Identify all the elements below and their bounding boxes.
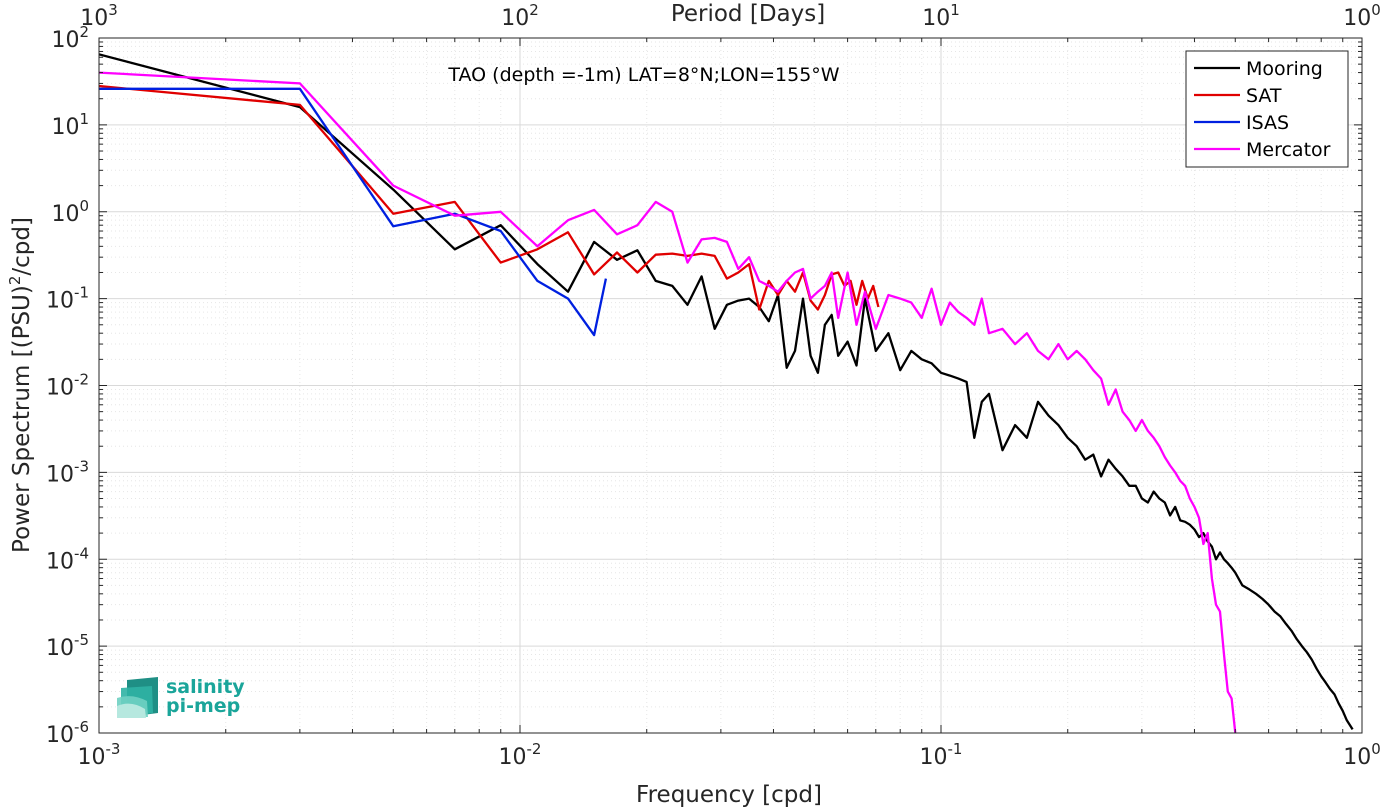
top-tick-label-exponent: 0 (1371, 1, 1381, 19)
y-tick-label-base: 10 (51, 202, 79, 227)
top-tick-label-base: 10 (922, 6, 950, 31)
y-axis-label-suffix: /cpd] (9, 217, 35, 276)
y-tick-label-exponent: -5 (74, 631, 89, 649)
y-tick-label-base: 10 (46, 289, 74, 314)
series-line-mooring (99, 53, 1354, 731)
y-tick-label-base: 10 (51, 28, 79, 53)
series-line-mercator (99, 71, 1237, 733)
legend-label-isas: ISAS (1246, 112, 1289, 134)
top-tick-label-base: 10 (80, 6, 108, 31)
x-tick-label-base: 10 (1343, 745, 1371, 770)
legend-label-sat: SAT (1246, 85, 1282, 107)
top-tick-label: 102 (501, 1, 539, 31)
top-tick-label-exponent: 2 (529, 1, 539, 19)
x-tick-label-base: 10 (499, 745, 527, 770)
x-axis-label: Frequency [cpd] (636, 782, 822, 808)
x-tick-label-exponent: -3 (106, 740, 121, 758)
y-tick-label: 100 (51, 197, 89, 227)
top-tick-label-base: 10 (1343, 6, 1371, 31)
x-tick-label-base: 10 (78, 745, 106, 770)
top-tick-label: 101 (922, 1, 960, 31)
top-tick-label: 100 (1343, 1, 1381, 31)
x-tick-label: 10-1 (920, 740, 963, 770)
y-tick-label-base: 10 (46, 549, 74, 574)
top-tick-label-exponent: 1 (950, 1, 960, 19)
y-tick-label: 10-6 (46, 718, 89, 748)
legend-box (1185, 50, 1349, 168)
top-axis-label: Period [Days] (671, 1, 825, 27)
series-lines (99, 53, 1354, 733)
y-tick-label-exponent: 2 (79, 23, 89, 41)
grid-lines (98, 38, 1362, 734)
y-tick-label-exponent: 0 (79, 197, 89, 215)
tick-marks (98, 37, 1363, 734)
y-tick-label-exponent: -4 (74, 544, 89, 562)
top-tick-label-base: 10 (501, 6, 529, 31)
legend: Mooring SAT ISAS Mercator (1185, 50, 1349, 168)
y-axis-label-exponent: 2 (6, 276, 24, 286)
logo-waves-icon (117, 677, 158, 718)
y-tick-label: 10-5 (46, 631, 89, 661)
y-tick-label-exponent: -3 (74, 457, 89, 475)
x-tick-label-exponent: -2 (527, 740, 542, 758)
y-axis-label-main: Power Spectrum [(PSU) (9, 285, 35, 553)
y-tick-label-exponent: -1 (74, 284, 89, 302)
chart-title: TAO (depth =-1m) LAT=8°N;LON=155°W (447, 64, 839, 86)
y-tick-label-base: 10 (51, 115, 79, 140)
y-tick-label-base: 10 (46, 376, 74, 401)
y-tick-label: 101 (51, 110, 89, 140)
x-tick-label: 10-3 (78, 740, 121, 770)
legend-label-mooring: Mooring (1246, 58, 1323, 80)
y-tick-label-base: 10 (46, 462, 74, 487)
logo-text-salinity: salinity (166, 676, 245, 698)
legend-label-mercator: Mercator (1246, 139, 1331, 161)
x-tick-label-base: 10 (920, 745, 948, 770)
y-tick-label-exponent: -2 (74, 371, 89, 389)
top-tick-label: 103 (80, 1, 118, 31)
series-line-isas (99, 87, 608, 337)
y-tick-label: 102 (51, 23, 89, 53)
x-tick-label-exponent: 0 (1371, 740, 1381, 758)
x-tick-label: 100 (1343, 740, 1381, 770)
salinity-pi-mep-logo: salinity pi-mep (117, 676, 245, 718)
x-tick-label: 10-2 (499, 740, 542, 770)
y-tick-label-exponent: 1 (79, 110, 89, 128)
y-tick-label-base: 10 (46, 723, 74, 748)
top-tick-label-exponent: 3 (108, 1, 118, 19)
y-tick-label-base: 10 (46, 636, 74, 661)
y-tick-label: 10-4 (46, 544, 89, 574)
y-tick-label: 10-3 (46, 457, 89, 487)
y-tick-label: 10-2 (46, 371, 89, 401)
y-tick-label-exponent: -6 (74, 718, 89, 736)
y-axis-label: Power Spectrum [(PSU)2/cpd] (6, 217, 35, 553)
x-tick-label-exponent: -1 (948, 740, 963, 758)
y-tick-label: 10-1 (46, 284, 89, 314)
logo-text-pi-mep: pi-mep (166, 695, 240, 717)
